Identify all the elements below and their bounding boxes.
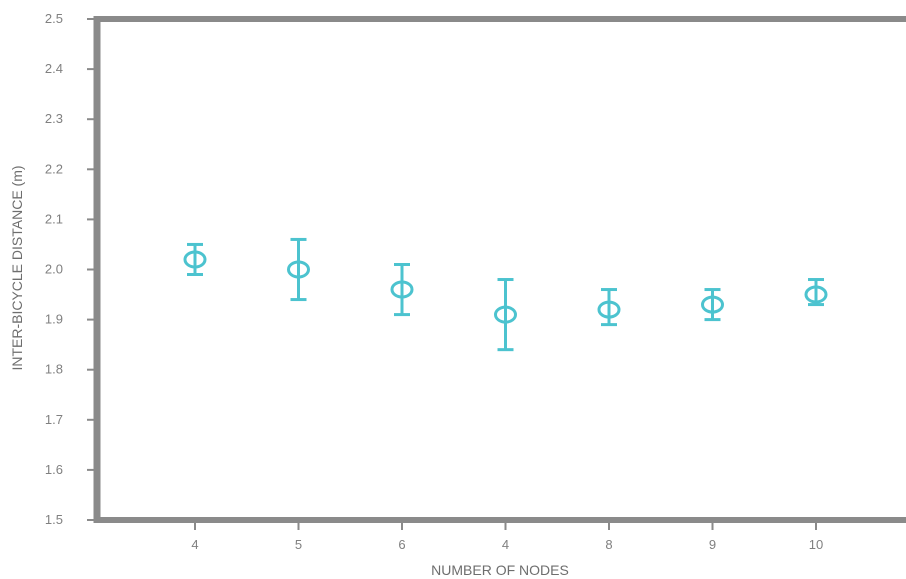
x-tick-label: 10 xyxy=(809,537,823,552)
y-axis-title: INTER-BICYCLE DISTANCE (m) xyxy=(9,165,25,370)
y-tick-label: 1.7 xyxy=(45,412,63,427)
data-point-group xyxy=(597,288,621,327)
y-tick-label: 2.3 xyxy=(45,111,63,126)
data-point-group xyxy=(287,237,310,302)
y-tick-label: 2.1 xyxy=(45,211,63,226)
x-tick-label: 4 xyxy=(502,537,509,552)
y-tick-label: 2.4 xyxy=(45,61,63,76)
y-tick-label: 2.5 xyxy=(45,11,63,26)
x-tick-label: 6 xyxy=(398,537,405,552)
x-tick-label: 5 xyxy=(295,537,302,552)
data-point-group xyxy=(183,242,207,277)
y-tick-label: 2.2 xyxy=(45,161,63,176)
axes xyxy=(93,16,906,523)
data-point-group xyxy=(494,278,517,352)
data-point-group xyxy=(701,288,724,322)
data-point-group xyxy=(390,262,414,317)
x-axis-ticks: 4 5 6 4 8 9 10 xyxy=(191,520,823,552)
x-tick-label: 9 xyxy=(709,537,716,552)
y-tick-label: 1.9 xyxy=(45,312,63,327)
data-points xyxy=(183,237,828,352)
y-axis-ticks: 1.5 1.6 1.7 1.8 1.9 2.0 2.1 2.2 2.3 2.4 2.5 xyxy=(45,11,97,527)
y-tick-label: 1.6 xyxy=(45,462,63,477)
x-tick-label: 8 xyxy=(605,537,612,552)
x-tick-label: 4 xyxy=(191,537,198,552)
y-tick-label: 1.8 xyxy=(45,362,63,377)
y-tick-label: 1.5 xyxy=(45,512,63,527)
x-axis-title: NUMBER OF NODES xyxy=(431,562,569,578)
y-tick-label: 2.0 xyxy=(45,262,63,277)
data-point-group xyxy=(804,278,828,307)
